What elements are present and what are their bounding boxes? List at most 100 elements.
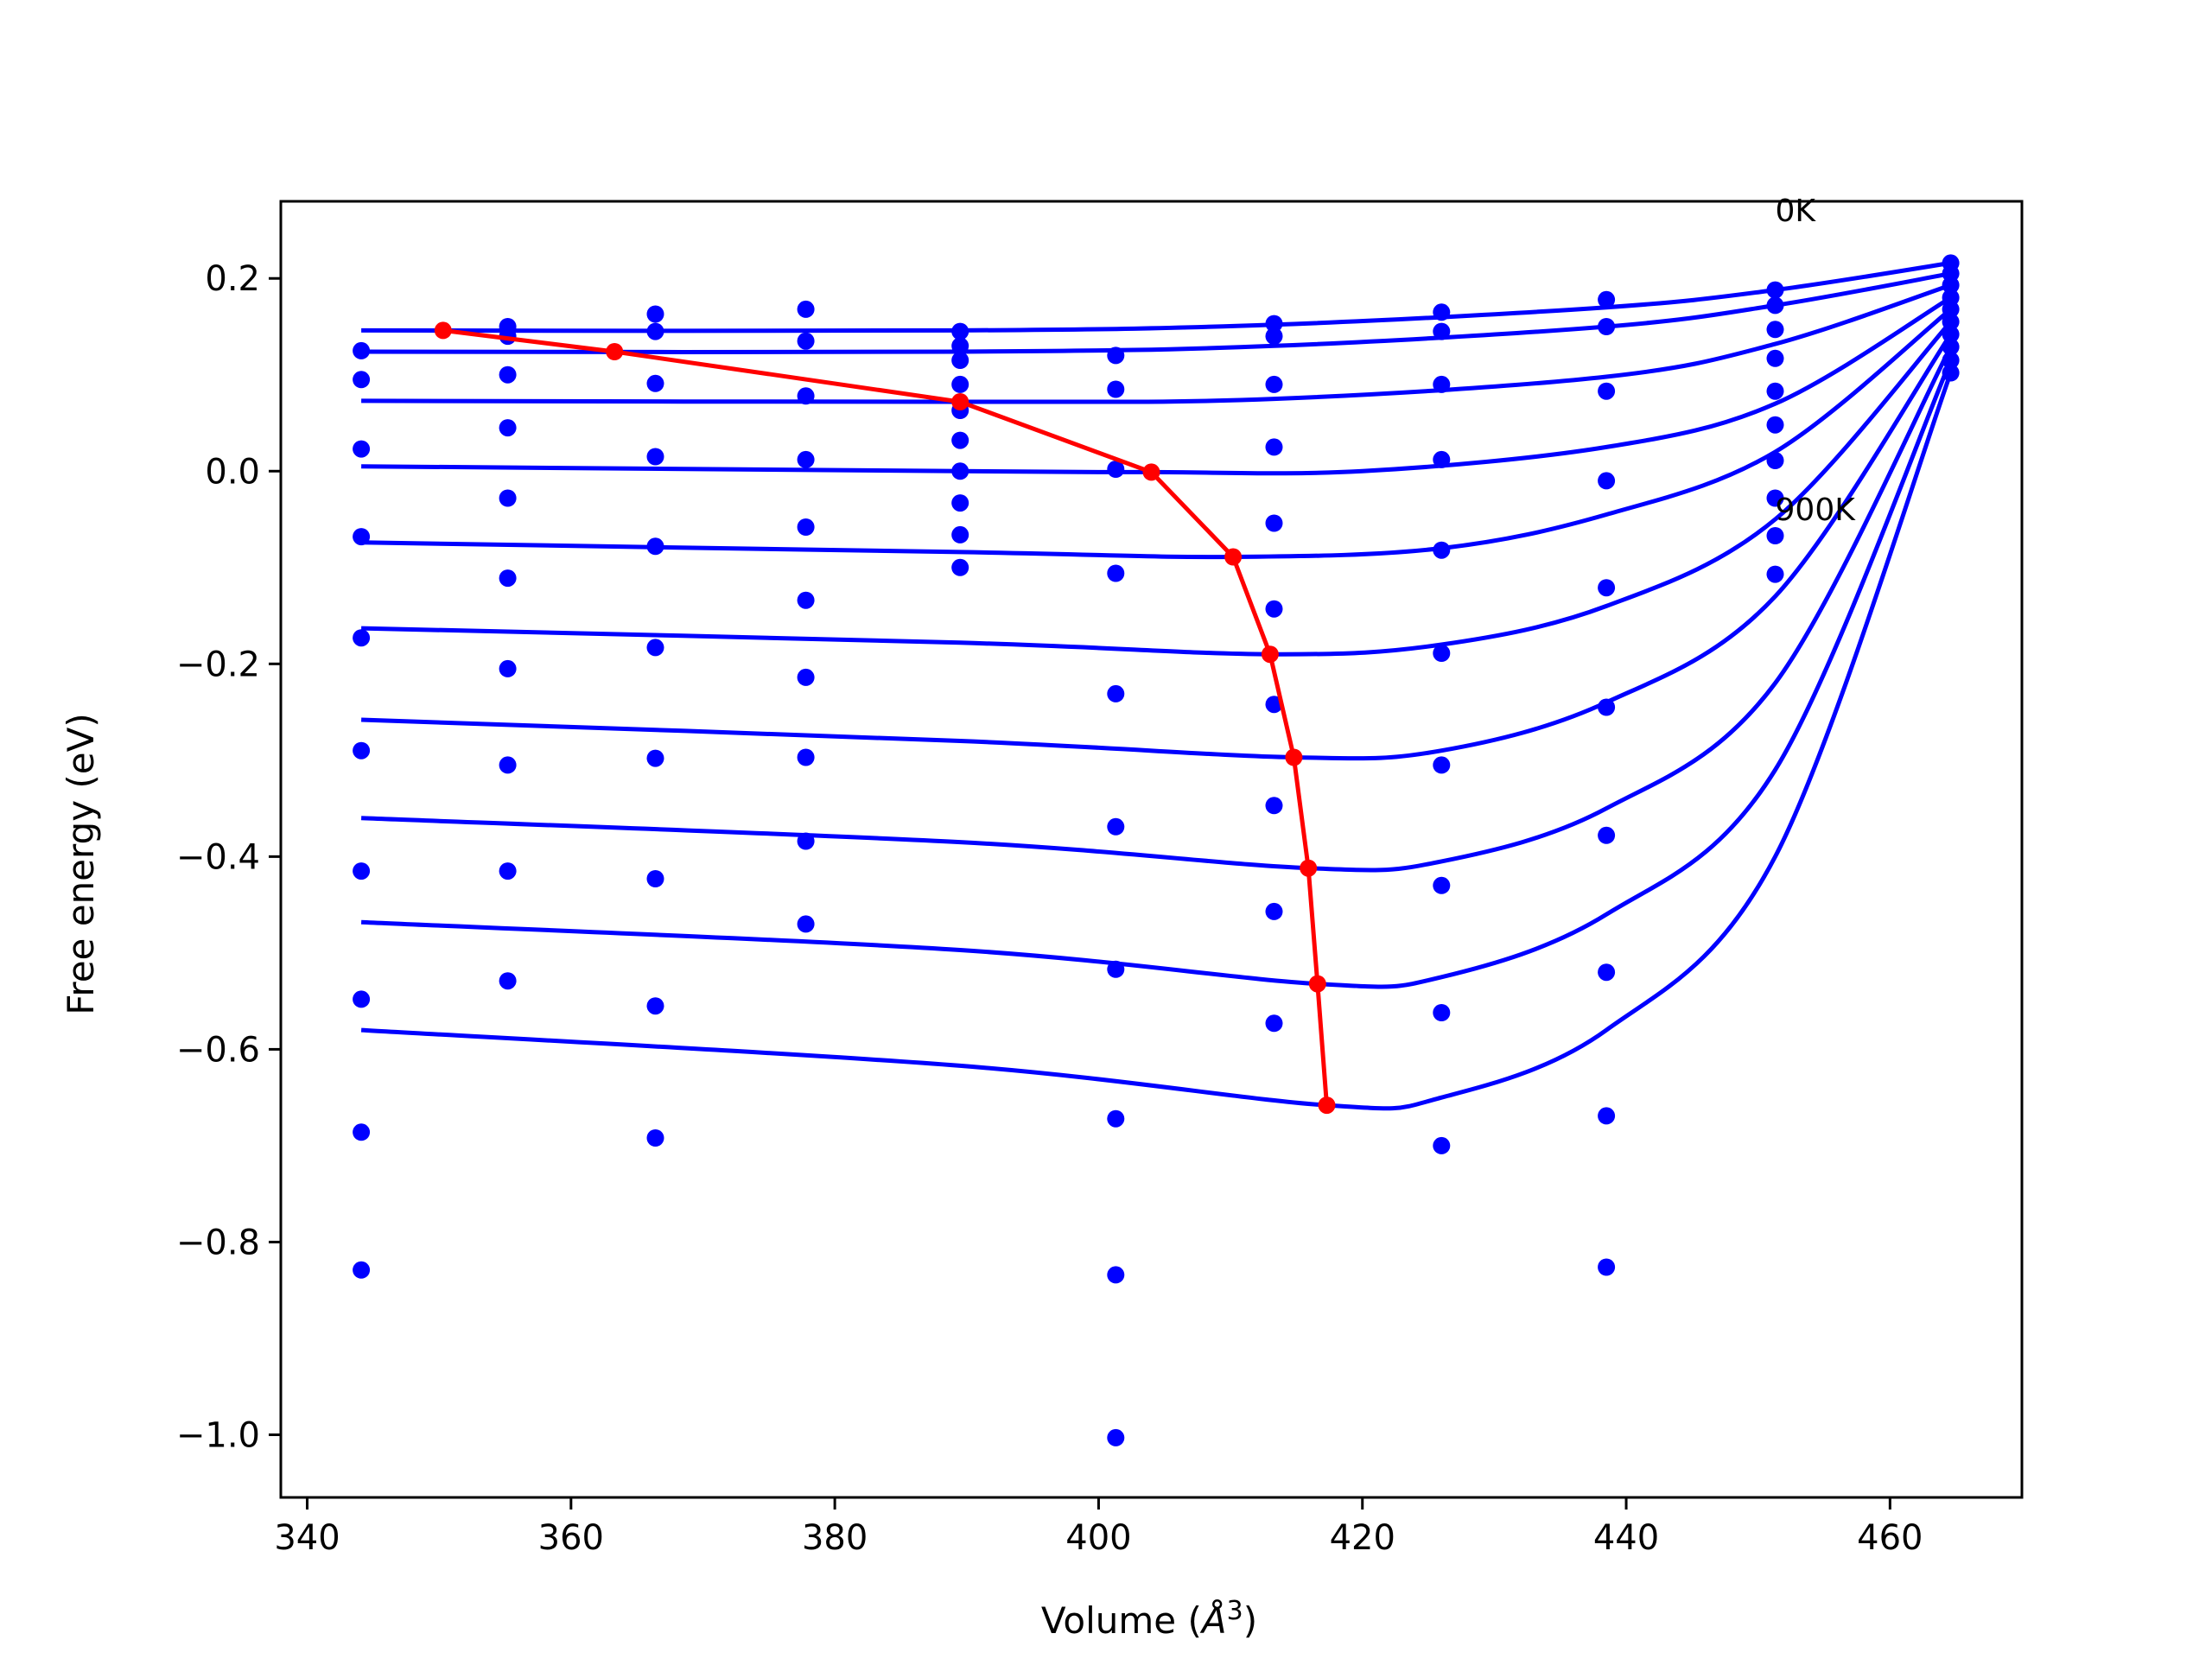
- annotation-0: 0K: [1776, 194, 1817, 229]
- data-point-0-1: [353, 371, 371, 389]
- data-point-1-2: [499, 365, 517, 384]
- y-axis: 0.2 0.0 −0.2 −0.4 −0.6 −0.8 −1.0: [176, 259, 281, 1456]
- fit-curve-8: [360, 359, 1953, 989]
- data-point-10-4: [1942, 300, 1960, 318]
- data-points: [353, 254, 1960, 1446]
- data-point-8-5: [1598, 698, 1616, 716]
- data-point-5-8: [1107, 1266, 1125, 1284]
- plot-frame: [279, 200, 2024, 1499]
- data-point-7-7: [1433, 876, 1451, 894]
- data-point-9-0: [1766, 281, 1784, 299]
- data-point-9-7: [1766, 489, 1784, 507]
- data-point-3-4: [797, 518, 815, 536]
- data-point-5-6: [1107, 960, 1125, 978]
- data-point-0-6: [353, 862, 371, 880]
- data-point-6-7: [1265, 797, 1283, 815]
- fit-curve-2: [361, 283, 1952, 404]
- data-point-9-9: [1766, 565, 1784, 583]
- minimum-point-5: [1261, 645, 1279, 664]
- data-point-6-1: [1265, 327, 1283, 346]
- x-tick-label-420: 420: [1330, 1518, 1395, 1558]
- data-point-3-1: [797, 332, 815, 350]
- data-point-9-2: [1766, 321, 1784, 339]
- data-point-10-9: [1942, 364, 1960, 382]
- data-point-1-6: [499, 659, 517, 677]
- data-point-7-4: [1433, 541, 1451, 559]
- data-point-0-0: [353, 341, 371, 359]
- minimum-point-1: [606, 343, 624, 360]
- data-point-9-6: [1766, 452, 1784, 469]
- data-point-4-0: [951, 322, 969, 340]
- data-point-8-8: [1598, 1107, 1616, 1125]
- data-point-0-4: [353, 629, 371, 647]
- data-point-9-8: [1766, 527, 1784, 544]
- fit-curve-5: [361, 320, 1953, 657]
- data-point-6-6: [1265, 696, 1283, 714]
- data-point-1-5: [499, 569, 517, 588]
- fit-curve-3: [361, 296, 1952, 476]
- x-tick-label-460: 460: [1857, 1518, 1923, 1558]
- data-point-5-0: [1107, 346, 1125, 365]
- data-point-0-7: [353, 990, 371, 1008]
- x-tick-label-340: 340: [274, 1518, 340, 1558]
- fit-curve-9: [360, 372, 1953, 1111]
- x-axis-label-unit: Å: [1199, 1599, 1227, 1642]
- data-point-3-0: [797, 300, 815, 318]
- y-tick-label-2: −0.2: [176, 645, 260, 684]
- data-point-8-1: [1598, 318, 1616, 335]
- data-point-6-9: [1265, 1014, 1283, 1033]
- data-point-2-1: [646, 322, 664, 340]
- y-tick-label-0: 0.2: [205, 259, 260, 299]
- minimum-point-0: [434, 321, 452, 340]
- data-point-10-6: [1942, 325, 1960, 343]
- data-point-7-9: [1433, 1136, 1451, 1154]
- data-point-4-3: [951, 375, 969, 393]
- x-tick-label-380: 380: [802, 1518, 868, 1558]
- data-point-8-7: [1598, 963, 1616, 982]
- data-point-1-8: [499, 862, 517, 880]
- x-axis-label-main: Volume (: [1041, 1599, 1202, 1642]
- data-point-2-9: [646, 1129, 664, 1147]
- data-point-1-3: [499, 419, 517, 437]
- y-tick-label-6: −1.0: [176, 1416, 260, 1456]
- data-point-0-9: [353, 1261, 371, 1279]
- data-point-2-8: [646, 997, 664, 1015]
- data-point-1-4: [499, 489, 517, 507]
- data-point-9-3: [1766, 349, 1784, 367]
- y-tick-label-4: −0.6: [176, 1030, 260, 1070]
- x-tick-label-400: 400: [1065, 1518, 1131, 1558]
- data-point-0-5: [353, 741, 371, 760]
- y-tick-label-5: −0.8: [176, 1223, 260, 1262]
- data-point-10-7: [1942, 338, 1960, 356]
- data-point-3-7: [797, 748, 815, 766]
- data-point-3-6: [797, 668, 815, 686]
- data-point-9-4: [1766, 382, 1784, 400]
- y-tick-label-1: 0.0: [205, 452, 260, 492]
- annotation-1: 900K: [1776, 493, 1857, 528]
- x-axis: 340 360 380 400 420 440 460: [274, 1497, 1923, 1558]
- minima-path: [434, 321, 1336, 1115]
- data-point-7-3: [1433, 450, 1451, 468]
- data-point-4-7: [951, 494, 969, 512]
- data-point-10-8: [1942, 352, 1960, 369]
- minima-line: [442, 327, 1329, 1106]
- data-point-7-5: [1433, 645, 1451, 662]
- data-point-4-6: [951, 462, 969, 480]
- data-point-9-1: [1766, 296, 1784, 315]
- data-point-3-3: [797, 450, 815, 468]
- data-point-3-2: [797, 387, 815, 405]
- data-point-3-8: [797, 832, 815, 850]
- data-point-5-4: [1107, 684, 1125, 702]
- data-point-2-3: [646, 448, 664, 466]
- data-point-6-8: [1265, 902, 1283, 920]
- data-point-2-5: [646, 639, 664, 657]
- minimum-point-4: [1224, 548, 1243, 566]
- data-point-4-5: [951, 431, 969, 449]
- data-point-8-2: [1598, 382, 1616, 400]
- data-point-8-0: [1598, 290, 1616, 308]
- data-point-5-7: [1107, 1109, 1125, 1128]
- data-point-1-9: [499, 972, 517, 990]
- data-point-8-4: [1598, 579, 1616, 597]
- data-point-2-2: [646, 374, 664, 392]
